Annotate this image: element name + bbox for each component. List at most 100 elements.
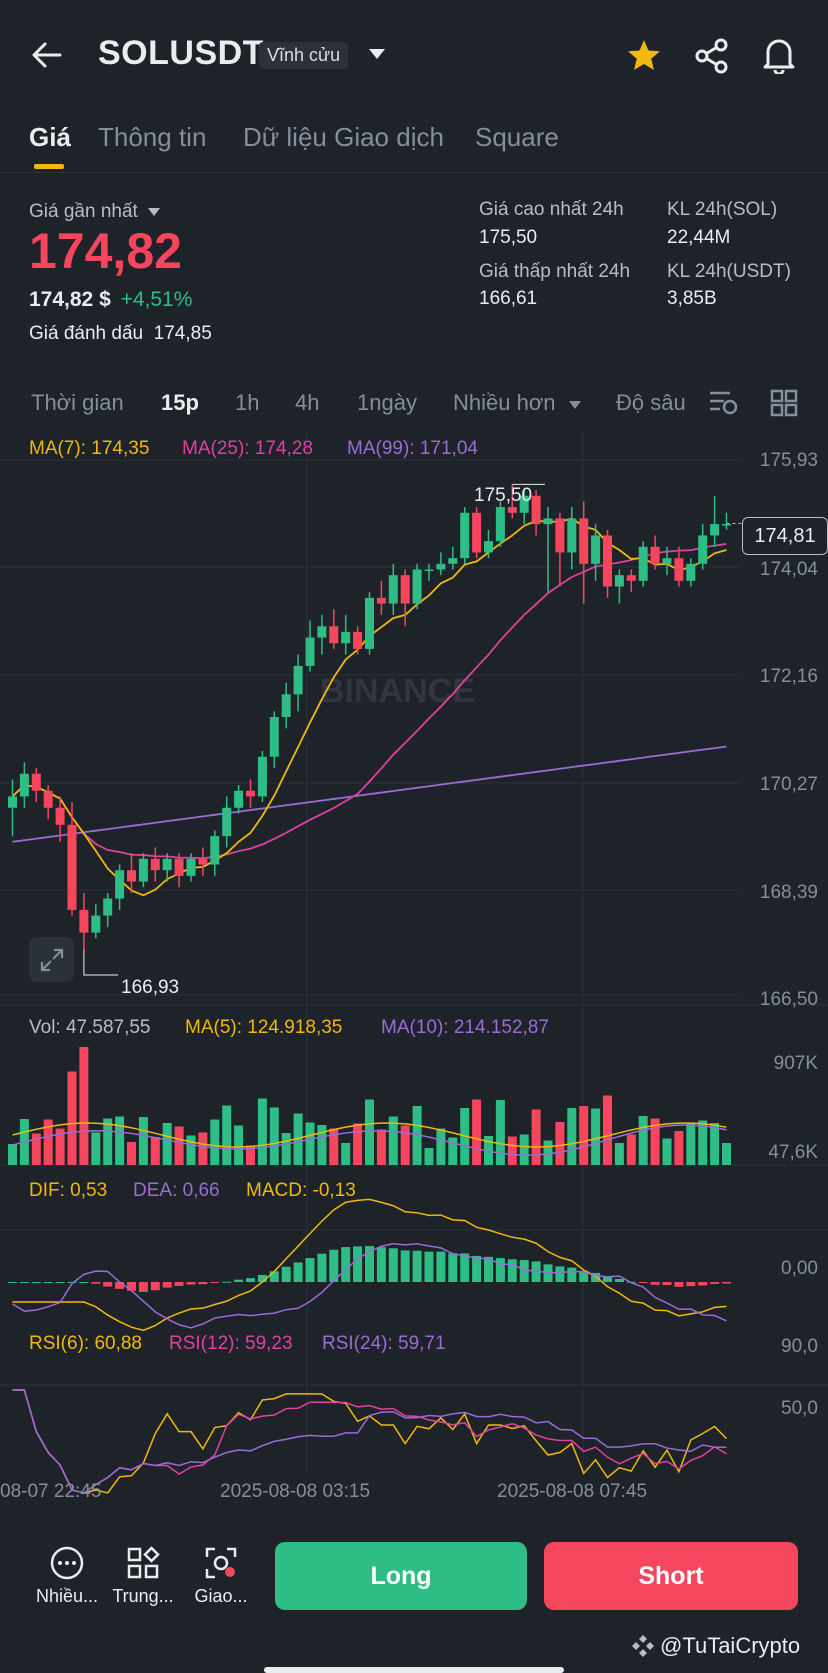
macd-histogram-bar (186, 1282, 196, 1285)
candle-body (698, 535, 708, 564)
candle-body (246, 790, 255, 797)
nav-trade[interactable]: Giao... (186, 1545, 256, 1607)
volume-bar (531, 1109, 541, 1165)
rsi12-legend: RSI(12): 59,23 (169, 1333, 293, 1354)
candle-body (31, 773, 41, 791)
candle-body (579, 518, 589, 564)
grid-apps-icon (127, 1546, 160, 1579)
candle-body (591, 535, 601, 564)
volume-bar (555, 1122, 565, 1165)
back-arrow-icon[interactable] (30, 38, 64, 72)
macd-histogram-bar (698, 1282, 708, 1286)
volume-bar (424, 1148, 434, 1165)
candle-body (614, 575, 624, 587)
macd-histogram-bar (710, 1282, 720, 1284)
kline-chart[interactable]: BINANCE (0, 430, 828, 1515)
volume-bar (388, 1116, 398, 1165)
macd-histogram-bar (555, 1266, 565, 1282)
timeframe-4h[interactable]: 4h (295, 390, 320, 415)
tab-trading-data[interactable]: Dữ liệu Giao dịch (243, 122, 444, 152)
candle-body (722, 524, 731, 526)
macd-histogram-bar (412, 1250, 422, 1282)
volume-bar (103, 1118, 113, 1165)
macd-histogram-bar (198, 1282, 208, 1285)
macd-histogram-bar (150, 1282, 160, 1291)
macd-histogram-bar (317, 1253, 327, 1282)
star-favorite-icon[interactable] (626, 38, 662, 72)
caret-down-icon (568, 401, 581, 409)
candle-body (150, 858, 160, 871)
volume-bar (67, 1071, 77, 1165)
candle-body (365, 597, 374, 649)
low-24h-value: 166,61 (479, 288, 538, 309)
tab-price[interactable]: Giá (29, 122, 71, 152)
candle-body (436, 563, 446, 570)
macd-histogram-bar (234, 1279, 244, 1282)
macd-histogram-bar (507, 1259, 517, 1282)
time-axis-label: 2025-08-08 03:15 (220, 1481, 371, 1502)
macd-histogram-bar (19, 1282, 29, 1283)
long-button[interactable]: Long (275, 1542, 527, 1610)
tab-square[interactable]: Square (475, 122, 559, 152)
rsi-axis-label: 50,0 (781, 1398, 818, 1419)
candle-body (400, 575, 410, 604)
candle-body (19, 773, 29, 797)
ma99-legend: MA(99): 171,04 (347, 438, 478, 459)
layout-grid-icon[interactable] (770, 389, 798, 417)
indicator-settings-icon[interactable] (708, 389, 738, 417)
depth-tab[interactable]: Độ sâu (616, 390, 686, 415)
nav-more[interactable]: Nhiều... (32, 1545, 102, 1607)
volume-bar (567, 1108, 577, 1165)
volume-bar (246, 1145, 255, 1165)
timeframe-more[interactable]: Nhiều hơn (453, 390, 582, 416)
timeframe-1h[interactable]: 1h (235, 390, 260, 415)
macd-histogram-bar (638, 1282, 648, 1283)
ma99-polyline (12, 745, 727, 843)
contract-type-badge: Vĩnh cửu (259, 42, 349, 69)
time-axis-label: 2025-08-08 07:45 (497, 1481, 648, 1502)
vol-ma5-legend: MA(5): 124.918,35 (185, 1017, 343, 1038)
macd-histogram-bar (495, 1258, 505, 1282)
trade-scan-icon (205, 1547, 237, 1579)
price-change-percent: +4,51% (120, 288, 193, 311)
macd-histogram-bar (293, 1262, 303, 1282)
timeframe-time[interactable]: Thời gian (31, 390, 124, 415)
volume-bar (43, 1119, 53, 1165)
price-axis-label: 172,16 (759, 666, 818, 687)
candle-body (424, 569, 434, 571)
caret-down-icon[interactable] (367, 47, 387, 61)
candle-body (115, 870, 125, 899)
volume-bar (234, 1125, 244, 1165)
expand-chart-button[interactable] (29, 937, 74, 982)
vol-axis-label: 47,6K (768, 1142, 818, 1163)
high-24h-label: Giá cao nhất 24h (479, 199, 624, 220)
macd-axis-label: 0,00 (781, 1258, 818, 1279)
macd-histogram-bar (55, 1282, 65, 1283)
nav-center[interactable]: Trung... (108, 1545, 178, 1607)
macd-histogram-bar (472, 1255, 482, 1282)
volume-bar (150, 1137, 160, 1165)
macd-histogram-bar (519, 1260, 529, 1282)
volume-bar (698, 1120, 708, 1165)
macd-histogram-bar (138, 1282, 148, 1292)
price-axis-label: 166,50 (759, 989, 818, 1010)
mark-price: Giá đánh dấu 174,85 (29, 323, 212, 344)
share-icon[interactable] (694, 38, 730, 74)
macd-histogram-bar (484, 1256, 493, 1282)
last-price-label[interactable]: Giá gần nhất (29, 201, 161, 223)
vol-ma10-legend: MA(10): 214.152,87 (381, 1017, 549, 1038)
bell-notification-icon[interactable] (762, 36, 796, 74)
candle-body (674, 558, 684, 581)
tab-info[interactable]: Thông tin (98, 122, 207, 152)
symbol-title[interactable]: SOLUSDT (98, 34, 264, 72)
short-button[interactable]: Short (544, 1542, 798, 1610)
macd-histogram-bar (424, 1251, 434, 1282)
timeframe-15m[interactable]: 15p (161, 390, 199, 415)
volume-bar (662, 1138, 672, 1165)
candle-body (353, 631, 363, 649)
candle-body (603, 535, 612, 587)
candle-body (43, 790, 53, 808)
timeframe-1d[interactable]: 1ngày (357, 390, 417, 415)
volume-bar (115, 1116, 125, 1165)
volume-bar (305, 1122, 315, 1165)
